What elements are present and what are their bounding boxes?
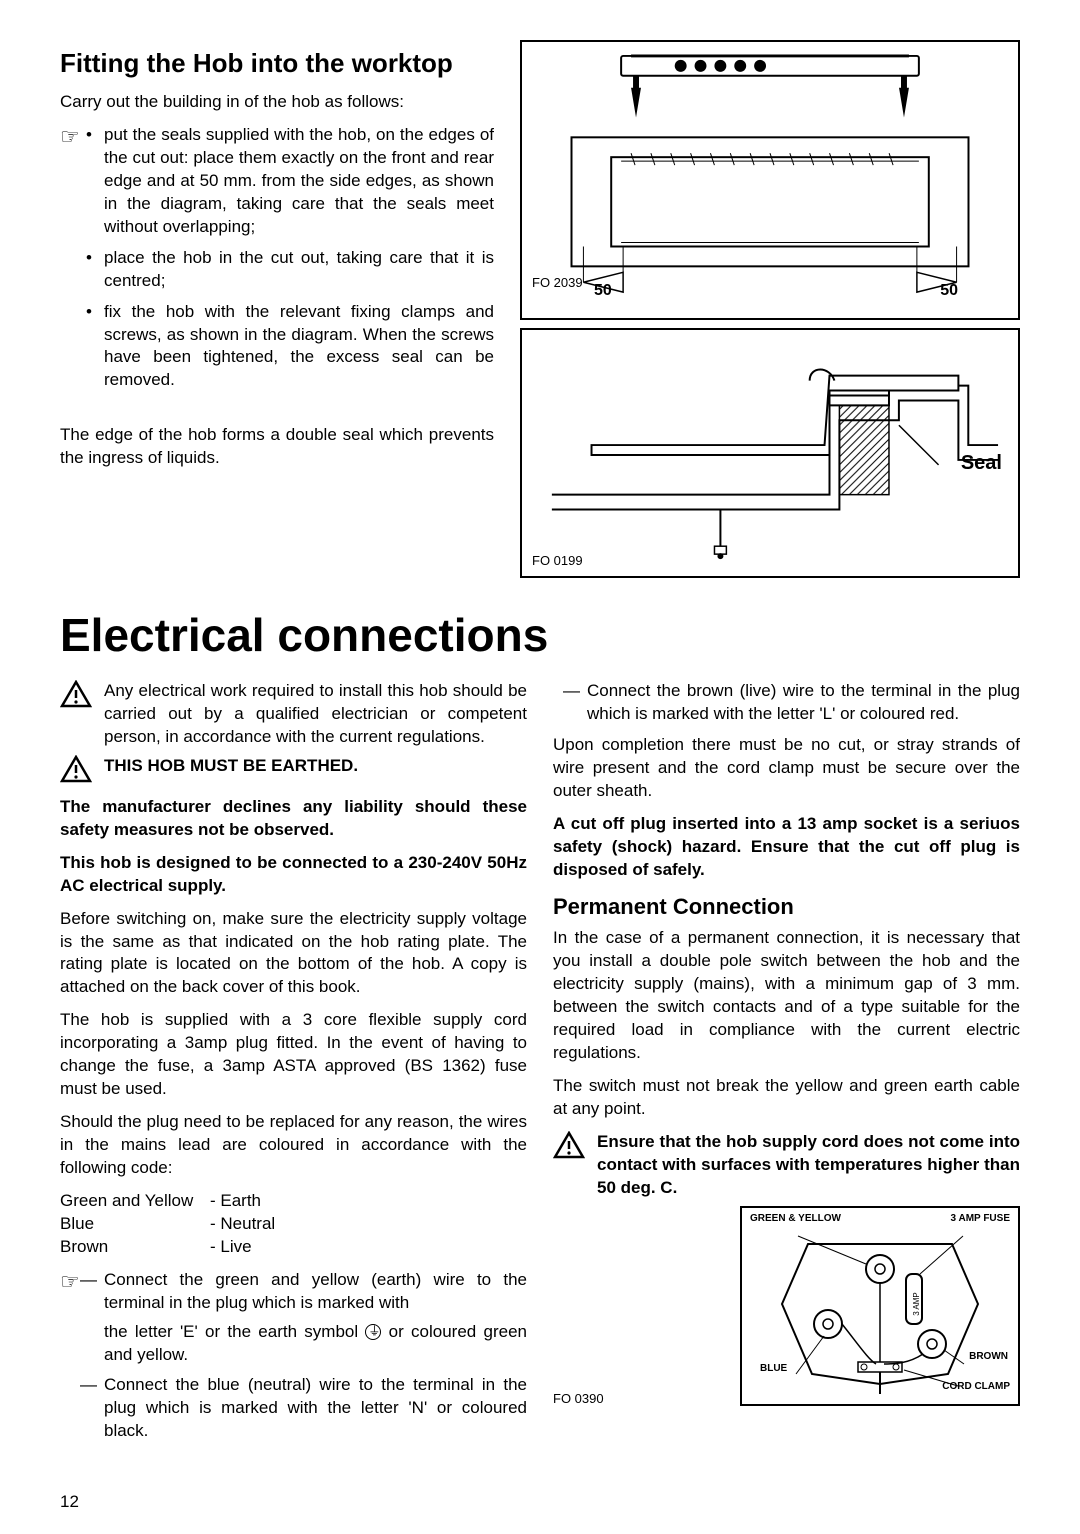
connect-neutral: Connect the blue (neutral) wire to the t… [104,1374,527,1443]
plug-label-live: BROWN [969,1350,1008,1364]
wire-color: Brown [60,1236,210,1259]
plug-label-neutral: BLUE [760,1362,787,1376]
elec-supplied: The hob is supplied with a 3 core flexib… [60,1009,527,1101]
fitting-bullet: put the seals supplied with the hob, on … [104,124,494,239]
plug-label-earth: GREEN & YELLOW [750,1212,841,1226]
fitting-after: The edge of the hob forms a double seal … [60,424,494,470]
svg-text:3 AMP: 3 AMP [912,1292,921,1316]
elec-warn-qualified: Any electrical work required to install … [104,680,527,749]
elec-warn-earthed: THIS HOB MUST BE EARTHED. [104,755,527,778]
elec-voltage: This hob is designed to be connected to … [60,852,527,898]
dim-left: 50 [594,280,612,302]
seal-label: Seal [961,450,1002,477]
figure-fitting-top: FO 2039 50 50 [520,40,1020,320]
wire-color: Blue [60,1213,210,1236]
fig-label: FO 2039 [532,274,583,292]
electrical-title: Electrical connections [60,604,1020,666]
connect-earth: Connect the green and yellow (earth) wir… [104,1269,527,1367]
fitting-intro: Carry out the building in of the hob as … [60,91,494,114]
wire-color: Green and Yellow [60,1190,210,1213]
elec-disclaimer: The manufacturer declines any liability … [60,796,527,842]
perm-warn: Ensure that the hob supply cord does not… [597,1131,1020,1200]
warning-triangle-icon [60,755,92,790]
dim-right: 50 [940,280,958,302]
figure-seal-cross-section: Seal FO 0199 [520,328,1020,578]
warning-triangle-icon [60,680,92,715]
perm-p1: In the case of a permanent connection, i… [553,927,1020,1065]
upon-completion: Upon completion there must be no cut, or… [553,734,1020,803]
wire-role: - Earth [210,1190,261,1213]
hand-pointer-icon: ☞ [60,1267,90,1450]
cutoff-warning: A cut off plug inserted into a 13 amp so… [553,813,1020,882]
plug-label-clamp: CORD CLAMP [942,1380,1010,1394]
elec-replace-plug: Should the plug need to be replaced for … [60,1111,527,1180]
wire-role: - Live [210,1236,252,1259]
fitting-bullet: fix the hob with the relevant fixing cla… [104,301,494,393]
wire-role: - Neutral [210,1213,275,1236]
elec-before-switch: Before switching on, make sure the elect… [60,908,527,1000]
fig-label: FO 0199 [532,552,583,570]
page-number: 12 [60,1491,1020,1514]
perm-p2: The switch must not break the yellow and… [553,1075,1020,1121]
wire-color-table: Green and Yellow- Earth Blue- Neutral Br… [60,1190,527,1259]
plug-label-fuse: 3 AMP FUSE [951,1212,1010,1226]
earth-symbol-icon [365,1324,381,1340]
fig-label: FO 0390 [553,1390,604,1408]
connect-live: Connect the brown (live) wire to the ter… [587,680,1020,726]
permanent-connection-title: Permanent Connection [553,892,1020,922]
warning-triangle-icon [553,1131,585,1166]
figure-plug-wiring: 3 AMP [740,1206,1020,1406]
fitting-title: Fitting the Hob into the worktop [60,46,494,81]
fitting-bullet: place the hob in the cut out, taking car… [104,247,494,293]
